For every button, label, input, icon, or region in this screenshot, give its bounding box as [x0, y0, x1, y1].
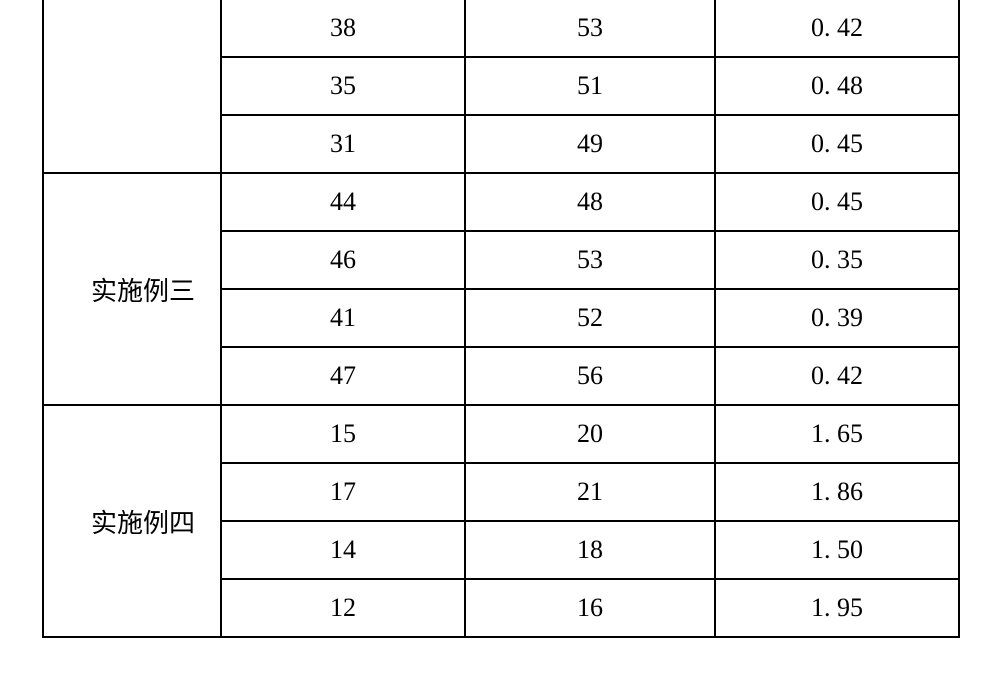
cell: 53 — [465, 0, 715, 57]
cell: 1. 86 — [715, 463, 959, 521]
cell: 15 — [221, 405, 465, 463]
cell: 0. 42 — [715, 0, 959, 57]
cell: 31 — [221, 115, 465, 173]
cell: 14 — [221, 521, 465, 579]
cell: 49 — [465, 115, 715, 173]
cell: 41 — [221, 289, 465, 347]
data-table: 38 53 0. 42 35 51 0. 48 31 49 0. 45 实施例三… — [42, 0, 960, 638]
cell: 0. 45 — [715, 173, 959, 231]
cell: 16 — [465, 579, 715, 637]
cell: 0. 35 — [715, 231, 959, 289]
cell: 1. 95 — [715, 579, 959, 637]
cell: 0. 39 — [715, 289, 959, 347]
cell: 51 — [465, 57, 715, 115]
cell: 52 — [465, 289, 715, 347]
cell: 0. 45 — [715, 115, 959, 173]
cell: 56 — [465, 347, 715, 405]
cell: 47 — [221, 347, 465, 405]
cell: 1. 65 — [715, 405, 959, 463]
cell: 46 — [221, 231, 465, 289]
cell: 44 — [221, 173, 465, 231]
cell: 0. 42 — [715, 347, 959, 405]
cell: 38 — [221, 0, 465, 57]
cell: 53 — [465, 231, 715, 289]
table-row: 38 53 0. 42 — [43, 0, 959, 57]
cell: 20 — [465, 405, 715, 463]
cell: 1. 50 — [715, 521, 959, 579]
cell: 12 — [221, 579, 465, 637]
cell: 17 — [221, 463, 465, 521]
table-row: 实施例三 44 48 0. 45 — [43, 173, 959, 231]
cell: 48 — [465, 173, 715, 231]
table-body: 38 53 0. 42 35 51 0. 48 31 49 0. 45 实施例三… — [43, 0, 959, 637]
group-label-cell — [43, 0, 221, 173]
group-label-cell: 实施例四 — [43, 405, 221, 637]
cell: 18 — [465, 521, 715, 579]
table-row: 实施例四 15 20 1. 65 — [43, 405, 959, 463]
page-container: { "table": { "type": "table", "border_co… — [0, 0, 1000, 675]
group-label-cell: 实施例三 — [43, 173, 221, 405]
cell: 0. 48 — [715, 57, 959, 115]
cell: 35 — [221, 57, 465, 115]
cell: 21 — [465, 463, 715, 521]
